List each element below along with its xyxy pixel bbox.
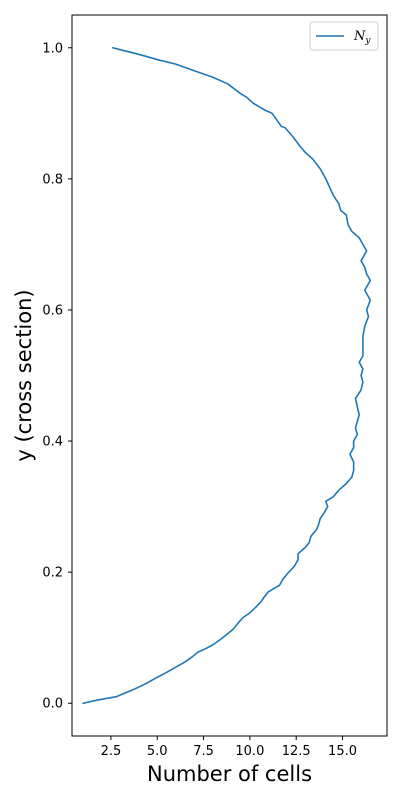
x-axis-label: Number of cells [147, 762, 312, 786]
y-tick-label: 0.2 [42, 566, 63, 581]
x-axis: 2.5 5.0 7.5 10.0 12.5 15.0 [101, 736, 357, 759]
y-tick-label: 0.8 [42, 172, 63, 187]
y-axis: 0.0 0.2 0.4 0.6 0.8 1.0 [42, 41, 72, 712]
y-tick-label: 0.4 [42, 435, 63, 450]
x-tick-label: 10.0 [235, 744, 264, 759]
legend-label-main: N [353, 29, 366, 44]
legend-label-subscript: y [364, 36, 371, 46]
y-tick-label: 0.0 [42, 697, 63, 712]
x-tick-label: 12.5 [282, 744, 311, 759]
x-tick-label: 15.0 [328, 744, 357, 759]
legend-label: Ny [353, 29, 371, 46]
x-tick-label: 2.5 [101, 744, 122, 759]
plot-frame [71, 14, 388, 737]
x-tick-label: 5.0 [147, 744, 168, 759]
y-axis-label: y (cross section) [12, 289, 36, 461]
y-tick-label: 1.0 [42, 41, 63, 56]
plot-area [71, 14, 388, 737]
y-tick-label: 0.6 [42, 303, 63, 318]
series-line-0 [82, 46, 372, 705]
legend: Ny [309, 21, 379, 51]
x-tick-label: 7.5 [193, 744, 214, 759]
